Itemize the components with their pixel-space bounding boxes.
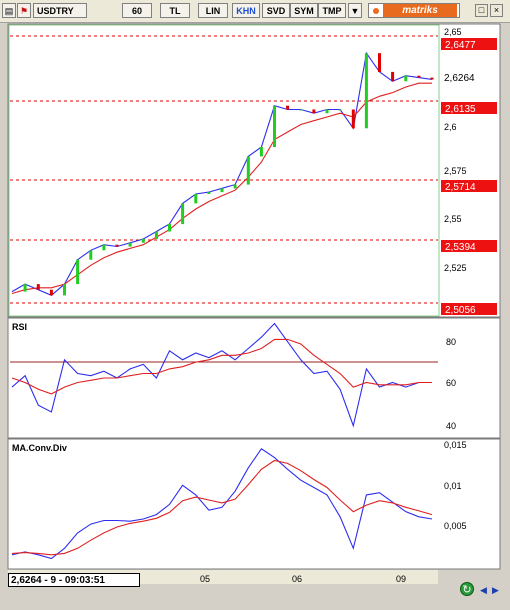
brand-logo: matriks [368,3,460,18]
brand-dot-icon [373,8,379,14]
scroll-right-icon[interactable]: ▶ [492,585,499,595]
price-candle [154,231,158,239]
price-tick: 2,525 [444,263,467,273]
close-button[interactable]: × [490,4,503,17]
rsi-tick: 60 [446,378,456,388]
rsi-series-1-line [11,338,432,395]
rsi-panel [7,317,501,439]
last-price-label: 2,6264 [444,73,475,84]
rsi-series-0-line [11,322,432,428]
level-label-bg [441,180,497,192]
chart-type-icon[interactable]: ▤ [2,3,16,18]
level-label-bg [441,102,497,114]
price-candle [351,109,355,129]
level-label-bg [441,38,497,50]
price-candle [286,105,290,110]
level-label: 2,6477 [445,40,476,51]
price-candle [325,109,329,114]
flag-icon[interactable]: ⚑ [17,3,31,18]
price-candle [273,105,276,147]
price-candle [194,194,198,204]
price-candle [338,109,342,111]
price-candle [246,156,250,185]
macd-lines [11,448,433,560]
price-candle [233,184,237,189]
rsi-title: RSI [12,322,27,332]
price-candle [259,147,263,157]
period-selector[interactable]: 60 [122,3,152,18]
dropdown-icon[interactable]: ▼ [348,3,362,18]
level-label: 2,5056 [445,305,476,316]
sym-button[interactable]: SYM [290,3,318,18]
time-label: 05 [200,574,210,584]
price-candle [49,289,53,296]
level-label-bg [441,240,497,252]
price-candle [378,53,381,72]
tmp-button[interactable]: TMP [318,3,346,18]
toolbar: ▤ ⚑ USDTRY 60 TL LIN KHN SVD SYM TMP ▼ m… [0,0,510,23]
price-candle [220,188,224,193]
level-label: 2,5714 [445,182,476,193]
price-tick: 2,55 [444,214,462,224]
rsi-tick: 80 [446,337,456,347]
status-readout: 2,6264 - 9 - 09:03:51 [8,573,140,587]
brand-text: matriks [383,4,457,17]
price-candle [23,284,27,292]
price-candle [207,192,211,194]
price-candle [299,109,303,111]
macd-tick: 0,015 [444,440,467,450]
scale-button[interactable]: LIN [198,3,228,18]
rsi-lines [11,322,432,428]
scroll-left-icon[interactable]: ◀ [480,585,487,595]
currency-button[interactable]: TL [160,3,190,18]
level-label: 2,6135 [445,104,476,115]
price-candle [102,244,106,251]
price-candle [76,259,80,285]
price-candle [181,203,185,225]
price-candle [89,250,93,260]
price-candle [364,53,368,129]
restore-button[interactable]: □ [475,4,488,17]
macd-tick: 0,01 [444,481,462,491]
refresh-icon[interactable]: ↻ [460,582,474,596]
chart-area: 2,65 2,6 2,575 2,55 2,525 2,6477 2,6135 … [0,22,510,605]
level-label-bg [441,303,497,315]
price-candle [168,224,171,232]
price-axis-ticks: 2,65 2,6 2,575 2,55 2,525 [444,27,467,273]
price-tick: 2,575 [444,166,467,176]
price-candle [128,242,132,247]
price-candle [417,75,421,78]
price-tick: 2,6 [444,122,457,132]
macd-title: MA.Conv.Div [12,443,67,453]
price-lines [11,51,434,296]
chart-svg: 2,65 2,6 2,575 2,55 2,525 2,6477 2,6135 … [7,23,501,584]
price-candle [404,75,408,82]
price-tick: 2,65 [444,27,462,37]
price-candle [63,284,66,296]
price-candle [115,244,119,247]
price-candle [391,71,395,82]
time-label: 06 [292,574,302,584]
price-candle [141,239,145,243]
level-label: 2,5394 [445,242,476,253]
price-series-1-line [11,82,432,295]
macd-panel [7,438,501,570]
time-label: 09 [396,574,406,584]
price-level-labels: 2,6477 2,6135 2,5714 2,5394 2,5056 2,626… [441,38,497,316]
rsi-tick: 40 [446,421,456,431]
symbol-selector[interactable]: USDTRY [33,3,87,18]
khn-button[interactable]: KHN [232,3,260,18]
macd-series-1-line [11,459,433,556]
price-candle [36,284,40,290]
price-candle [430,77,434,80]
macd-series-0-line [11,448,433,560]
svd-button[interactable]: SVD [262,3,290,18]
price-plot-border [8,24,440,317]
macd-tick: 0,005 [444,521,467,531]
price-candle [312,109,316,114]
